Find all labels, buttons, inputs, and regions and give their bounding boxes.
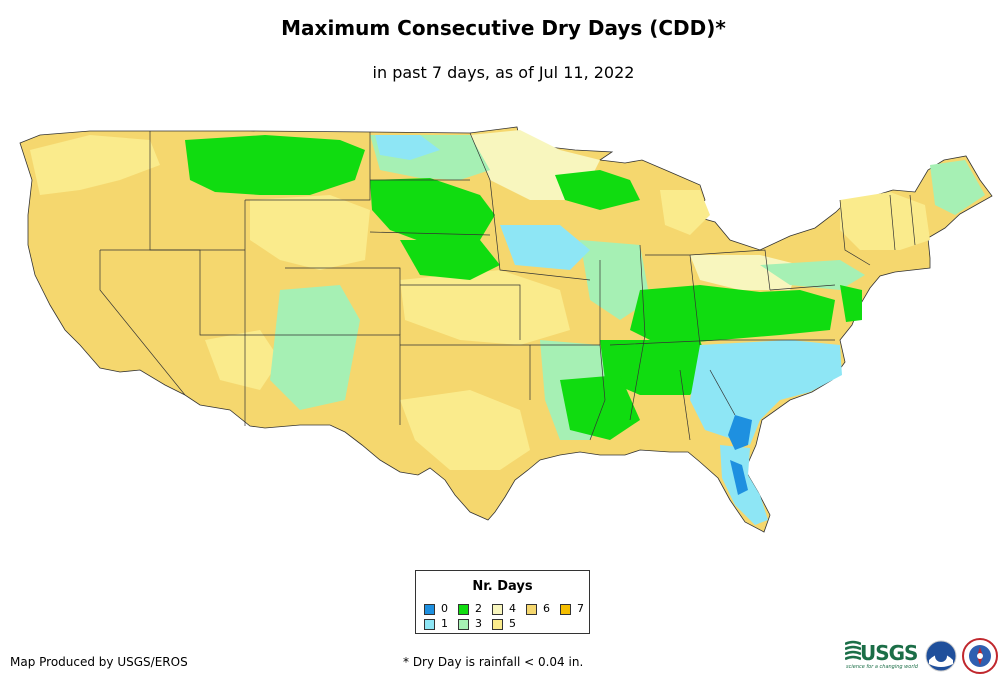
- dry-day-footnote: * Dry Day is rainfall < 0.04 in.: [403, 655, 584, 669]
- legend-swatch-1: [424, 619, 435, 630]
- zone-3-day-northeast: [930, 160, 985, 215]
- map-title: Maximum Consecutive Dry Days (CDD)*: [281, 16, 726, 40]
- zone-1-day-iowa: [500, 225, 590, 270]
- zone-1-day-southeast: [690, 340, 842, 445]
- zone-2-day-nebraska: [400, 240, 500, 280]
- zone-5-day-northeast: [840, 192, 930, 250]
- legend-swatch-6: [526, 604, 537, 615]
- map-subtitle: in past 7 days, as of Jul 11, 2022: [372, 63, 635, 82]
- zone-5-day-plains: [400, 270, 570, 345]
- legend-swatch-4: [492, 604, 503, 615]
- zone-5-day-texas: [400, 390, 530, 470]
- noaa-logo-icon: [925, 640, 957, 672]
- zone-2-day-dakotas: [370, 178, 495, 245]
- map-credit: Map Produced by USGS/EROS: [10, 655, 188, 669]
- usgs-logo-icon: [845, 640, 861, 661]
- legend-swatch-0: [424, 604, 435, 615]
- zone-5-day-rockies: [250, 195, 370, 270]
- legend-swatch-7: [560, 604, 571, 615]
- nws-logo-icon: [962, 638, 998, 674]
- zone-2-day-maryland: [840, 285, 862, 322]
- legend: Nr. Days 0 1 2 3 4 5 6 7: [415, 570, 590, 634]
- legend-label-7: 7: [577, 602, 584, 615]
- zone-2-day-tennessee: [600, 340, 710, 395]
- zone-0-day-florida: [730, 460, 748, 495]
- zone-5-day-southwest: [205, 330, 280, 390]
- legend-label-2: 2: [475, 602, 482, 615]
- legend-label-4: 4: [509, 602, 516, 615]
- legend-label-3: 3: [475, 617, 482, 630]
- zone-3-day-mid-atlantic: [760, 260, 865, 290]
- legend-swatch-3: [458, 619, 469, 630]
- legend-title: Nr. Days: [472, 579, 533, 594]
- zone-2-day-gulf: [560, 375, 640, 440]
- legend-swatch-2: [458, 604, 469, 615]
- legend-label-6: 6: [543, 602, 550, 615]
- zone-4-day-midwest: [690, 255, 800, 290]
- zone-2-day-wisconsin: [555, 170, 640, 210]
- legend-swatch-5: [492, 619, 503, 630]
- zone-3-day-new-mexico: [270, 285, 360, 410]
- zone-5-day-great-lakes: [660, 190, 710, 235]
- zone-5-day-west: [30, 135, 160, 195]
- legend-label-5: 5: [509, 617, 516, 630]
- state-boundaries: [99, 131, 916, 441]
- zone-2-day-montana: [185, 135, 365, 195]
- usgs-logo-text: USGS: [860, 641, 918, 665]
- zone-2-day-ohio-valley: [630, 285, 835, 345]
- zone-1-day-upper-midwest: [375, 135, 440, 160]
- usgs-tagline: science for a changing world: [846, 664, 918, 670]
- zone-0-day-georgia-coast: [728, 415, 752, 450]
- legend-label-1: 1: [441, 617, 448, 630]
- legend-label-0: 0: [441, 602, 448, 615]
- zone-3-day-central: [580, 240, 650, 320]
